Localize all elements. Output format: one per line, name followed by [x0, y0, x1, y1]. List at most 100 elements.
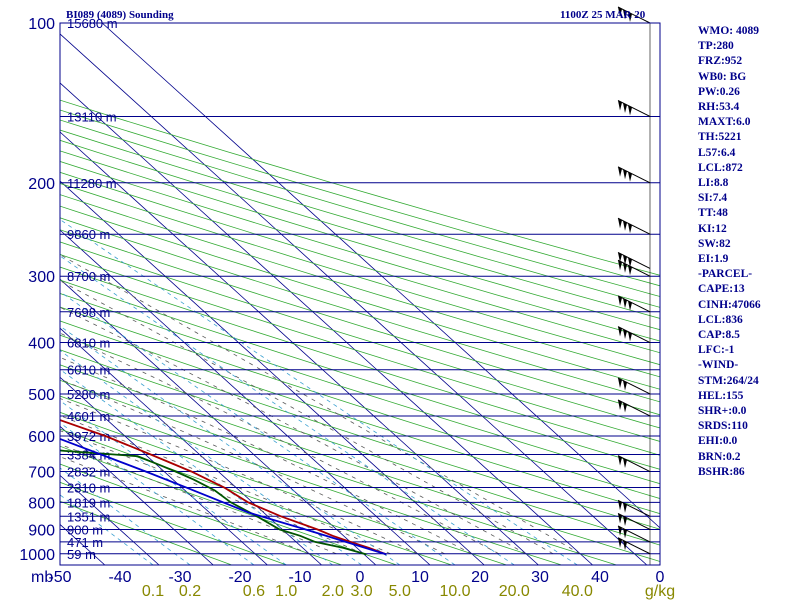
pressure-tick-label: 600	[28, 429, 55, 446]
height-label: 7698 m	[67, 305, 110, 320]
wind-barb-flag	[623, 528, 627, 539]
wind-barb	[617, 166, 651, 184]
mixing-ratio-tick-label: 3.0	[350, 583, 372, 600]
wind-barb-flag	[618, 100, 622, 111]
index-value: WMO: 4089	[698, 25, 760, 37]
height-label: 59 m	[67, 547, 96, 562]
dry-adiabat-line	[60, 364, 660, 562]
mixing-ratio-line	[60, 350, 362, 565]
mixing-ratio-tick-label: 0.2	[179, 583, 201, 600]
pressure-tick-label: 1000	[19, 547, 55, 564]
index-value: SRDS:110	[698, 420, 748, 433]
dry-adiabat-line	[60, 183, 660, 366]
mixing-ratio-tick-label: 0.6	[243, 583, 265, 600]
dry-adiabat-line	[60, 205, 660, 390]
wind-barb	[617, 326, 651, 343]
wind-barb-flag	[618, 252, 622, 263]
index-value: MAXT:6.0	[698, 116, 751, 129]
dry-adiabat-line	[60, 119, 660, 297]
isotherm-line	[60, 82, 593, 565]
dry-adiabat-line	[60, 99, 660, 276]
wind-barb	[617, 499, 651, 517]
mixing-ratio-line	[60, 255, 515, 565]
dry-adiabat-line	[60, 129, 660, 308]
isotherm-line	[60, 229, 431, 565]
wind-barb-flag	[628, 257, 632, 268]
wind-barb-flag	[628, 223, 632, 234]
height-label: 471 m	[67, 535, 103, 550]
mixing-ratio-line	[60, 422, 255, 565]
mixing-ratio-line	[60, 368, 333, 565]
index-value: SHR+:0.0	[698, 405, 747, 418]
wind-barb	[617, 6, 651, 24]
sounding-series	[60, 419, 387, 556]
mixing-ratio-lines	[60, 218, 578, 565]
wind-barb-flag	[628, 105, 632, 116]
wind-barb-flag	[623, 380, 627, 391]
index-value: -WIND-	[698, 359, 739, 372]
wind-barb-flag	[623, 515, 627, 526]
index-value: CINH:47066	[698, 298, 761, 311]
height-label: 11280 m	[67, 176, 117, 191]
wind-barb-flag	[623, 262, 627, 273]
temperature-tick-label: 0	[356, 569, 365, 586]
dry-adiabat-line	[60, 306, 660, 499]
wind-barb	[617, 100, 651, 117]
temperature-tick-label: -20	[228, 569, 251, 586]
wind-barb-flag	[618, 260, 622, 271]
index-value: BRN:0.2	[698, 450, 741, 463]
mixing-ratio-tick-label: 0.1	[142, 583, 164, 600]
wind-barb-flag	[628, 265, 632, 276]
dry-adiabat-lines	[60, 99, 660, 565]
wind-barb	[617, 455, 651, 472]
dry-adiabat-line	[60, 481, 287, 565]
index-value: TT:48	[698, 207, 728, 220]
mixing-ratio-tick-label: 2.0	[322, 583, 344, 600]
wind-barb-flag	[623, 458, 627, 469]
temperature-tick-label: -50	[48, 569, 71, 586]
mixing-ratio-tick-label: 1.0	[275, 583, 297, 600]
wind-barb-flag	[623, 169, 627, 180]
temperature-line	[60, 419, 387, 556]
chart-time: 1100Z 25 MAR 20	[560, 9, 646, 21]
wind-barb-flag	[618, 500, 622, 511]
index-value: BSHR:86	[698, 465, 745, 478]
height-label: 8700 m	[67, 269, 110, 284]
index-value: LCL:872	[698, 161, 743, 174]
index-value: WB0: BG	[698, 70, 747, 83]
index-value: STM:264/24	[698, 374, 759, 387]
axis-labels: 0.1 0.2 0.6 1.0 2.0 3.0 5.0 10.0 20.0 40.0 g/kg100…	[19, 16, 675, 600]
index-value: -PARCEL-	[698, 268, 753, 281]
wind-barb-flag	[628, 171, 632, 182]
index-value: SW:82	[698, 237, 731, 250]
height-label: 13110 m	[67, 109, 117, 124]
index-value: LFC:-1	[698, 344, 735, 357]
height-label: 3972 m	[67, 429, 110, 444]
dry-adiabat-line	[60, 171, 660, 354]
wind-barb-flag	[618, 455, 622, 466]
wind-barb	[617, 525, 651, 543]
wind-barb-flag	[618, 399, 622, 410]
dry-adiabat-line	[60, 254, 660, 442]
height-label: 900 m	[67, 522, 103, 537]
pressure-tick-label: 900	[28, 522, 55, 539]
dry-adiabat-line	[60, 379, 617, 565]
height-label: 1351 m	[67, 509, 110, 524]
dry-adiabat-line	[60, 229, 660, 416]
isotherm-line	[60, 278, 377, 565]
dry-adiabat-line	[60, 500, 232, 565]
wind-barb	[617, 295, 651, 313]
wind-barb-flag	[618, 166, 622, 177]
wind-barb-flag	[628, 12, 632, 22]
index-value: TP:280	[698, 40, 734, 53]
mixing-ratio-tick-label: 10.0	[439, 583, 470, 600]
temperature-tick-label: 10	[411, 569, 429, 586]
wind-barb-flag	[618, 377, 622, 388]
wind-barb-flag	[623, 298, 627, 309]
mixing-ratio-line	[60, 325, 401, 565]
height-label: 2832 m	[67, 465, 110, 480]
wind-barbs	[617, 6, 651, 565]
wind-barb	[617, 399, 651, 417]
index-value: SI:7.4	[698, 192, 728, 205]
isotherm-line	[101, 23, 660, 529]
